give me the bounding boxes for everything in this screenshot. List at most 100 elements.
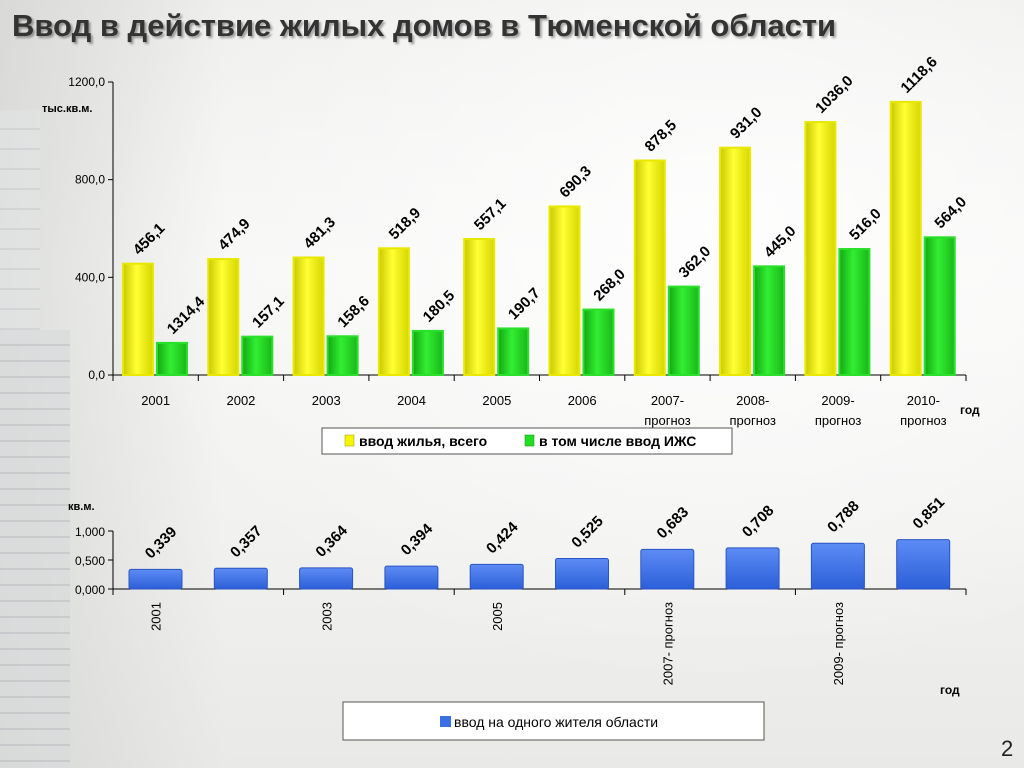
data-label-total: 931,0 [727,104,766,143]
data-label-izhs: 1314,4 [164,293,209,338]
top-x-tick-label: 2003 [312,393,341,408]
top-x-tick-label: 2005 [482,393,511,408]
bar-total [633,159,666,376]
top-chart-x-axis-label: год [960,403,980,417]
data-label-total: 690,3 [556,163,595,202]
data-label-total: 878,5 [642,117,681,156]
data-label-total: 518,9 [386,205,425,244]
bottom-x-tick-label: 2005 [490,602,505,631]
bottom-chart-axes: 0,000 0,500 1,000 2001 2003 2005 2007- прогноз… [75,525,967,685]
bar-izhs [497,327,530,376]
bar-izhs [753,265,786,376]
bottom-y-tick-label: 0,000 [75,583,105,597]
bottom-legend-box [342,701,765,741]
legend-swatch-izhs [524,434,535,447]
bottom-chart-y-axis-label: кв.м. [68,501,95,513]
top-x-tick-label: 2004 [397,393,426,408]
top-chart-bars [122,100,956,377]
legend-label-per-capita: ввод на одного жителя области [454,714,658,730]
background-building [0,330,70,768]
bar-per-capita [299,567,354,590]
data-label-per-capita: 0,851 [910,494,949,533]
data-label-izhs: 445,0 [761,223,800,262]
data-label-total: 481,3 [300,214,339,253]
top-y-tick-label: 0,0 [88,368,105,382]
bottom-x-tick-label: 2009- прогноз [831,602,846,685]
bottom-y-tick-label: 0,500 [75,554,105,568]
bottom-x-tick-label: 2003 [319,602,334,631]
bar-per-capita [640,548,695,590]
bottom-chart-x-axis-label: год [940,683,960,697]
bottom-y-tick-label: 1,000 [75,525,105,539]
bar-total [548,205,581,376]
data-label-izhs: 362,0 [676,243,715,282]
top-x-tick-label: 2008- [736,393,769,408]
bar-izhs [326,335,359,377]
bar-izhs [156,341,188,377]
top-x-tick-label-line2: прогноз [815,413,862,428]
chart-top: 0,0 400,0 800,0 1200,0 2001 2002 2003 2004 2005 2… [42,53,980,455]
bar-izhs [667,285,700,376]
top-y-tick-label: 1200,0 [68,75,105,89]
top-x-tick-label-line2: прогноз [900,413,947,428]
data-label-per-capita: 0,394 [398,520,437,559]
legend-swatch-total [344,434,355,447]
data-label-total: 456,1 [130,220,169,259]
chart-bottom: 0,000 0,500 1,000 2001 2003 2005 2007- прогноз… [68,494,967,741]
top-x-tick-label: 2009- [821,393,854,408]
bar-izhs [838,248,871,376]
bar-izhs [411,329,444,376]
top-y-tick-label: 400,0 [75,270,105,284]
data-label-izhs: 157,1 [249,293,288,332]
bar-izhs [241,335,274,376]
data-label-per-capita: 0,339 [142,524,181,563]
top-chart-legend: ввод жилья, всего в том числе ввод ИЖС [321,427,733,455]
background-building-top [0,110,40,340]
bar-per-capita [555,558,609,590]
legend-label-total: ввод жилья, всего [359,433,487,449]
bottom-chart-bars [128,539,951,590]
bar-per-capita [725,547,780,590]
bar-total [804,121,837,376]
data-label-izhs: 158,6 [334,293,373,332]
data-label-per-capita: 0,364 [312,522,351,561]
data-label-izhs: 190,7 [505,285,544,324]
data-label-per-capita: 0,708 [739,502,778,541]
data-label-izhs: 268,0 [590,266,629,305]
top-x-tick-label-line2: прогноз [644,413,691,428]
data-label-izhs: 516,0 [846,205,885,244]
top-x-tick-label: 2001 [141,393,170,408]
data-label-total: 1036,0 [812,72,856,116]
top-y-tick-label: 800,0 [75,173,105,187]
bar-izhs [582,308,615,376]
data-label-per-capita: 0,525 [568,513,607,552]
legend-swatch-per-capita [440,716,451,727]
bottom-x-tick-label: 2001 [149,602,164,631]
top-chart-y-axis-label: тыс.кв.м. [42,103,92,115]
bar-total [377,247,410,376]
bottom-chart-legend: ввод на одного жителя области [342,701,765,741]
top-x-tick-label: 2010- [907,393,940,408]
bar-per-capita [469,563,524,590]
legend-label-izhs: в том числе ввод ИЖС [539,433,696,449]
top-x-tick-label-line2: прогноз [730,413,777,428]
data-label-total: 557,1 [471,195,510,234]
bar-total [463,237,496,376]
data-label-total: 474,9 [215,215,254,254]
top-legend-box [321,427,733,455]
bar-per-capita [896,539,951,590]
top-x-tick-label: 2006 [568,393,597,408]
page-number: 2 [1001,736,1014,761]
bar-per-capita [384,565,439,590]
data-label-izhs: 564,0 [932,194,971,233]
bar-total [292,256,325,376]
bar-izhs [923,236,956,376]
data-label-total: 1118,6 [898,53,941,96]
data-label-per-capita: 0,424 [483,518,522,557]
data-label-per-capita: 0,788 [824,498,863,537]
bottom-x-tick-label: 2007- прогноз [660,602,675,685]
top-x-tick-label: 2002 [226,393,255,408]
bar-total [207,258,240,377]
